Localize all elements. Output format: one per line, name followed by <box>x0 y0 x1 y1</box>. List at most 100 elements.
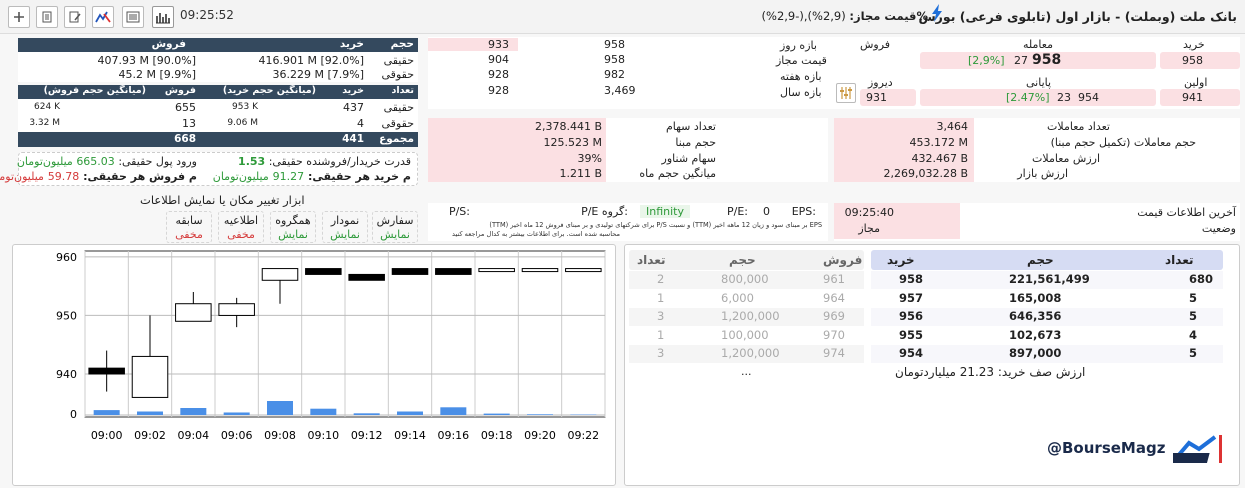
lightning-icon <box>931 4 943 25</box>
ratios-note-2: محاسبه شده است. برای اطلاعات بیشتر به کد… <box>451 230 620 238</box>
volume-bar <box>483 413 510 415</box>
volume-tick-label: 0 <box>70 408 77 421</box>
settings-sliders-icon[interactable] <box>836 83 856 103</box>
x-tick-label: 09:06 <box>221 429 253 442</box>
sell-per-label: م فروش هر حقیقی: <box>83 170 197 183</box>
signals-icon[interactable] <box>92 6 114 28</box>
y-tick-label: 950 <box>56 309 77 322</box>
status-value: مجاز <box>858 222 880 235</box>
shares-table: 2,378.441 B تعداد سهام 125.523 M حجم مبن… <box>428 118 828 182</box>
last-update-label: آخرین اطلاعات قیمت <box>1137 206 1236 219</box>
x-tick-label: 09:12 <box>351 429 383 442</box>
volume-bar <box>440 407 467 415</box>
volume-bar <box>137 411 163 415</box>
ob-buy-price: 956 <box>899 309 924 323</box>
count-label-real: حقیقی <box>383 101 414 114</box>
edit-icon[interactable] <box>64 6 86 28</box>
trade-value-label: ارزش معاملات <box>1032 152 1100 165</box>
tool-news-top: اطلاعیه <box>223 214 259 227</box>
client-count-table: حقیقی 437 953 K 655 624 K حقوقی 4 9.06 M… <box>18 99 418 132</box>
buy-queue-value: ارزش صف خرید: 21.23 میلیاردتومان <box>895 365 1086 379</box>
orderbook-row[interactable]: 5 646,356 956 969 1,200,000 3 <box>629 308 1223 327</box>
ob-buy-count: 4 <box>1189 327 1198 342</box>
col-volume: حجم <box>390 38 414 50</box>
ob-buy-volume: 221,561,499 <box>1009 272 1090 286</box>
power-ratio: قدرت خریدار/فروشنده حقیقی: 1.53 <box>238 155 411 168</box>
row-label-real: حقیقی <box>383 54 414 67</box>
tool-orders-button[interactable]: سفارش نمایش <box>372 211 418 243</box>
x-tick-label: 09:18 <box>481 429 513 442</box>
ob-sell-count: 2 <box>657 272 665 286</box>
candle-body <box>348 273 385 281</box>
stats-panel: 933 958 بازه روز 904 958 قیمت مجاز 928 9… <box>428 37 1240 109</box>
ob-sell-price: 974 <box>823 346 845 360</box>
buy-value: 958 <box>1182 54 1203 67</box>
x-tick-label: 09:02 <box>134 429 166 442</box>
tool-group-top: همگروه <box>275 214 311 227</box>
clock-time: 09:25:52 <box>180 8 234 22</box>
year-min: 928 <box>488 84 509 97</box>
ratios-panel: EPS: 0 P/E: Infinity P/E گروه: P/S: EPS … <box>428 203 828 241</box>
float-label: سهام شناور <box>661 152 716 165</box>
total-label: مجموع <box>379 133 414 145</box>
ob-buy-volume: 646,356 <box>1009 309 1062 323</box>
trade-price-box: [2,9%] 27 958 <box>920 52 1156 69</box>
ob-sell-price: 969 <box>823 309 845 323</box>
col-count-sell: فروش <box>164 85 196 96</box>
ratios-note-1: EPS بر مبنای سود و زیان 12 ماهه اخیر (TT… <box>489 221 822 229</box>
ob-sell-volume: 800,000 <box>721 272 769 286</box>
last-value: 954 <box>1078 91 1099 104</box>
avg-sell-per-real: م فروش هر حقیقی: 59.78 میلیون‌تومان <box>0 170 197 183</box>
orderbook-row[interactable]: 680 221,561,499 958 961 800,000 2 <box>629 271 1223 290</box>
tool-group-button[interactable]: همگروه نمایش <box>270 211 316 243</box>
x-tick-label: 09:00 <box>91 429 123 442</box>
col-buy: خرید <box>339 38 364 50</box>
real-buy-count: 437 <box>343 101 364 114</box>
orderbook-rows: 680 221,561,499 958 961 800,000 2 5 165,008 957 9… <box>629 271 1225 371</box>
col-sell: فروش <box>151 38 186 50</box>
col-count: تعداد <box>391 85 414 96</box>
document-icon[interactable] <box>36 6 58 28</box>
y-tick-label: 960 <box>56 251 77 264</box>
inflow-unit: میلیون‌تومان <box>16 155 73 168</box>
orderbook-row[interactable]: 5 897,000 954 974 1,200,000 3 <box>629 345 1223 364</box>
candle-body <box>305 268 342 275</box>
trade-vol: 27 <box>1014 54 1028 67</box>
last-price-box: [2.47%] 23 954 <box>920 89 1156 106</box>
inflow-label: ورود پول حقیقی: <box>118 155 197 168</box>
list-icon[interactable] <box>122 6 144 28</box>
chart-bars-icon[interactable] <box>152 6 174 28</box>
week-min: 928 <box>488 68 509 81</box>
tool-history-button[interactable]: سابقه مخفی <box>166 211 212 243</box>
avg-buy-per-real: م خرید هر حقیقی: 91.27 میلیون‌تومان <box>213 170 411 183</box>
allowed-max: 958 <box>604 53 625 66</box>
ob-buy-volume: 897,000 <box>1009 346 1062 360</box>
candle-body <box>218 303 255 316</box>
last-update-time: 09:25:40 <box>844 206 894 219</box>
buy-per-value: 91.27 <box>272 170 305 183</box>
x-tick-label: 09:22 <box>567 429 599 442</box>
range-day-min: 933 <box>488 38 509 51</box>
brand-watermark: @BourseMagz <box>1045 433 1235 469</box>
candle-body <box>131 355 169 398</box>
float-value: 39% <box>577 152 602 165</box>
ob-sell-count: 3 <box>657 346 665 360</box>
power-ratio-label: قدرت خریدار/فروشنده حقیقی: <box>268 155 411 168</box>
orderbook-row[interactable]: 5 165,008 957 964 6,000 1 <box>629 289 1223 309</box>
year-label: بازه سال <box>780 86 822 99</box>
tool-chart-button[interactable]: نمودار نمایش <box>322 211 368 243</box>
add-icon[interactable] <box>8 6 30 28</box>
brand-logo-icon <box>1173 435 1222 463</box>
y-tick-label: 940 <box>56 368 77 381</box>
trade-label: معامله <box>1023 38 1053 51</box>
ob-buy-volume: 102,673 <box>1009 327 1062 342</box>
col-count-buy: خرید <box>342 85 364 96</box>
orderbook-more[interactable]: ... <box>741 365 752 378</box>
trades-count-label: تعداد معاملات <box>1047 120 1110 133</box>
buy-per-unit: میلیون‌تومان <box>212 170 269 183</box>
tool-news-button[interactable]: اطلاعیه مخفی <box>218 211 264 243</box>
real-buy-avg: 953 K <box>232 102 258 112</box>
orderbook-row[interactable]: 4 102,673 955 970 100,000 1 <box>629 326 1223 346</box>
power-ratio-value: 1.53 <box>238 155 266 168</box>
trade-value-value: 432.467 B <box>911 152 968 165</box>
